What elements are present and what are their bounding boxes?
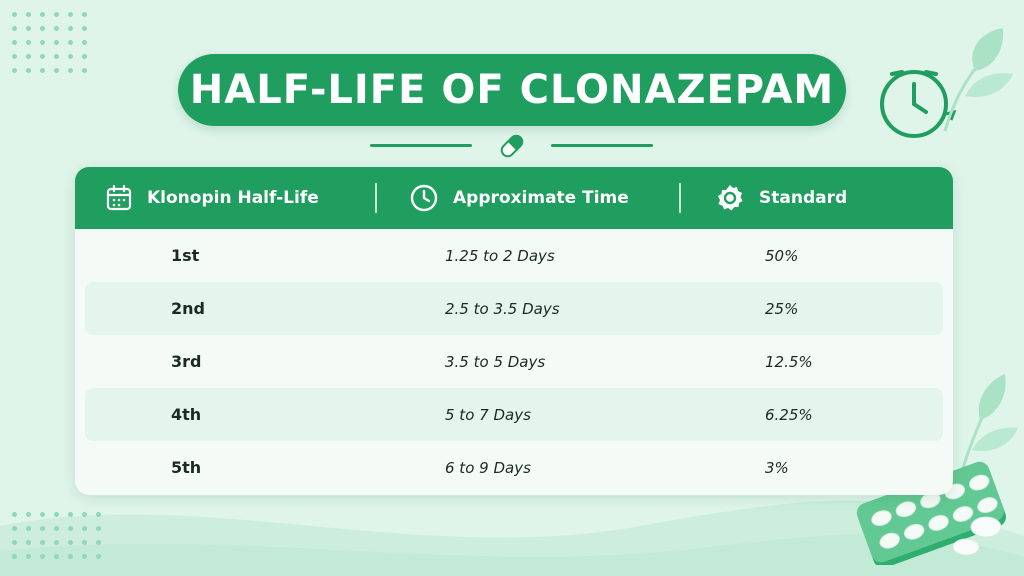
table-body: 1st 1.25 to 2 Days 50% 2nd 2.5 to 3.5 Da… <box>75 229 953 494</box>
decorative-dots-top-left <box>12 12 87 73</box>
header-col-half-life: Klonopin Half-Life <box>105 167 319 229</box>
half-life-cell: 4th <box>171 405 202 424</box>
time-cell: 1.25 to 2 Days <box>445 246 555 265</box>
table-row: 1st 1.25 to 2 Days 50% <box>85 229 943 282</box>
title-divider-right <box>551 144 653 147</box>
header-label-half-life: Klonopin Half-Life <box>147 188 319 208</box>
title-banner: HALF-LIFE OF CLONAZEPAM <box>178 54 846 126</box>
header-label-time: Approximate Time <box>453 188 629 208</box>
clock-icon <box>410 184 438 212</box>
time-cell: 2.5 to 3.5 Days <box>445 299 560 318</box>
standard-cell: 3% <box>765 458 789 477</box>
header-label-standard: Standard <box>759 188 848 208</box>
table-header: Klonopin Half-Life Approximate Time Stan… <box>75 167 953 229</box>
background-wave <box>0 500 1024 576</box>
time-cell: 5 to 7 Days <box>445 405 531 424</box>
header-col-standard: Standard <box>715 167 847 229</box>
half-life-cell: 1st <box>171 246 200 265</box>
page-title: HALF-LIFE OF CLONAZEPAM <box>189 67 835 113</box>
table-row: 4th 5 to 7 Days 6.25% <box>85 388 943 441</box>
standard-cell: 50% <box>765 246 799 265</box>
time-cell: 6 to 9 Days <box>445 458 531 477</box>
standard-cell: 25% <box>765 299 799 318</box>
standard-cell: 6.25% <box>765 405 813 424</box>
table-row: 3rd 3.5 to 5 Days 12.5% <box>85 335 943 388</box>
table-row: 2nd 2.5 to 3.5 Days 25% <box>85 282 943 335</box>
table-row: 5th 6 to 9 Days 3% <box>85 441 943 494</box>
half-life-cell: 2nd <box>171 299 205 318</box>
capsule-icon <box>500 134 524 158</box>
decorative-dots-bottom-left <box>12 512 101 559</box>
clock-refresh-icon <box>880 70 956 138</box>
half-life-table: Klonopin Half-Life Approximate Time Stan… <box>75 167 953 495</box>
standard-cell: 12.5% <box>765 352 813 371</box>
half-life-cell: 3rd <box>171 352 202 371</box>
title-divider-left <box>370 144 472 147</box>
header-col-time: Approximate Time <box>409 167 629 229</box>
time-cell: 3.5 to 5 Days <box>445 352 546 371</box>
calendar-icon <box>106 184 132 211</box>
leaf-icon <box>943 28 1013 132</box>
half-life-cell: 5th <box>171 458 202 477</box>
header-separator <box>679 183 681 213</box>
header-separator <box>375 183 377 213</box>
badge-icon <box>718 185 743 211</box>
